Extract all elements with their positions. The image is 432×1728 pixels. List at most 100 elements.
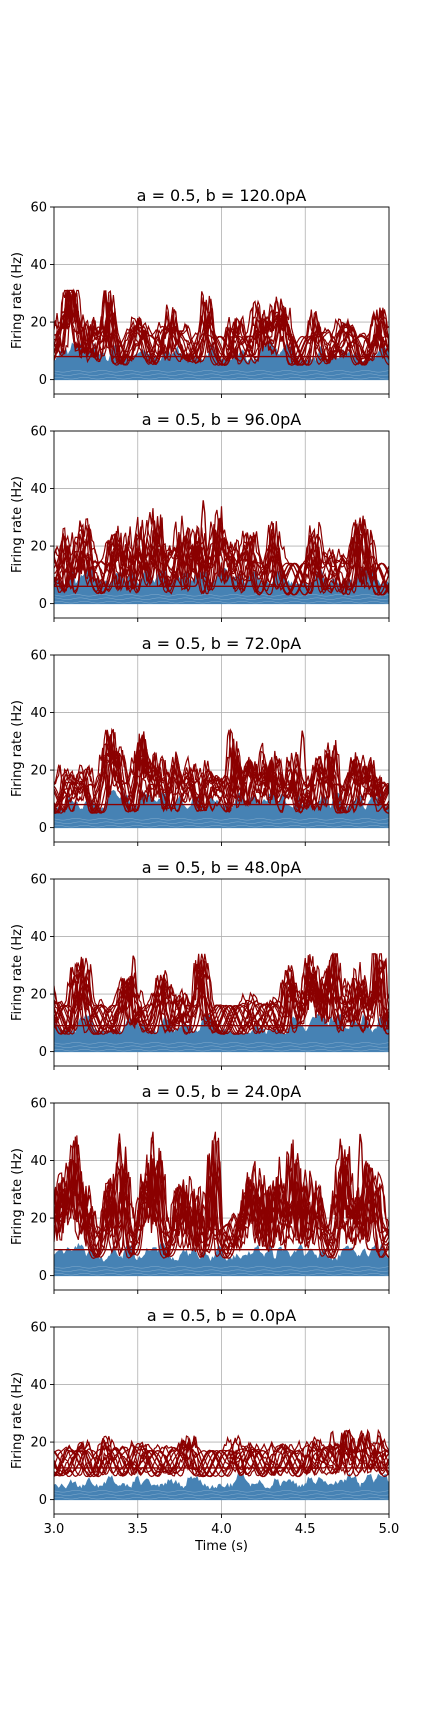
y-axis-label: Firing rate (Hz) — [10, 700, 25, 797]
series-upper-trace — [54, 731, 389, 814]
plot-area — [54, 288, 389, 381]
series-upper-trace — [54, 960, 389, 1035]
y-tick-label: 40 — [30, 482, 47, 497]
y-tick-label: 60 — [30, 1097, 47, 1112]
series-upper-trace — [54, 953, 389, 1035]
series-upper-trace — [54, 1431, 389, 1478]
series-upper-trace — [54, 514, 389, 596]
series-upper-trace — [54, 1430, 389, 1478]
series-upper-trace — [54, 742, 389, 813]
subplot-1: 0 20 40 60 a = 0.5, b = 120.0pA Firing rate (… — [10, 186, 390, 398]
series-lower-trace — [54, 825, 389, 828]
series-upper-trace — [54, 516, 389, 596]
y-axis-label: Firing rate (Hz) — [10, 1148, 25, 1245]
series-lower-trace — [54, 1042, 389, 1045]
series-upper-trace — [54, 1428, 389, 1478]
x-axis-label: Time (s) — [194, 1539, 248, 1554]
subplot-title: a = 0.5, b = 72.0pA — [142, 634, 302, 653]
series-upper-trace — [54, 729, 389, 814]
y-tick-label: 60 — [30, 425, 47, 440]
series-lower-trace — [54, 1269, 389, 1272]
y-tick-label: 20 — [30, 540, 47, 555]
series-upper-peak-trace — [54, 290, 389, 358]
series-upper-trace — [54, 289, 389, 366]
y-axis-label: Firing rate (Hz) — [10, 1372, 25, 1469]
y-axis-label: Firing rate (Hz) — [10, 924, 25, 1021]
plot-area — [54, 500, 389, 605]
y-tick-label: 20 — [30, 988, 47, 1003]
series-upper-trace — [54, 1151, 389, 1259]
subplot-title: a = 0.5, b = 24.0pA — [142, 1082, 302, 1101]
y-tick-label: 0 — [39, 821, 47, 836]
series-upper-trace — [54, 1137, 389, 1259]
series-upper-trace — [54, 296, 389, 366]
y-tick-label: 0 — [39, 1269, 47, 1284]
x-tick-label: 5.0 — [379, 1522, 400, 1537]
series-lower-trace — [54, 1497, 389, 1500]
series-upper-peak-trace — [54, 1430, 389, 1469]
y-tick-label: 20 — [30, 1436, 47, 1451]
series-lower-trace — [54, 1045, 389, 1048]
y-tick-label: 40 — [30, 1378, 47, 1393]
x-tick-label: 3.0 — [44, 1522, 65, 1537]
y-tick-label: 40 — [30, 930, 47, 945]
series-lower-trace — [54, 1493, 389, 1496]
series-lower-envelope — [54, 1472, 389, 1501]
y-tick-label: 20 — [30, 316, 47, 331]
plot-area — [54, 951, 389, 1053]
y-tick-label: 0 — [39, 1493, 47, 1508]
series-lower-trace — [54, 601, 389, 604]
series-lower-trace — [54, 597, 389, 600]
series-lower-trace — [54, 1490, 389, 1493]
y-tick-label: 60 — [30, 1321, 47, 1336]
series-upper-trace — [54, 1433, 389, 1478]
y-tick-label: 0 — [39, 597, 47, 612]
series-lower-trace — [54, 818, 389, 821]
plot-area — [54, 1428, 389, 1501]
series-lower-trace — [54, 373, 389, 376]
y-tick-label: 0 — [39, 1045, 47, 1060]
subplot-title: a = 0.5, b = 48.0pA — [142, 858, 302, 877]
y-axis-label: Firing rate (Hz) — [10, 252, 25, 349]
series-lower-trace — [54, 370, 389, 373]
series-lower-trace — [54, 1049, 389, 1052]
subplot-5: 0 20 40 60 a = 0.5, b = 24.0pA Firing rate (H… — [10, 1082, 390, 1294]
y-tick-label: 60 — [30, 873, 47, 888]
subplot-3: 0 20 40 60 a = 0.5, b = 72.0pA Firing rate (H… — [10, 634, 390, 846]
series-lower-trace — [54, 594, 389, 597]
series-upper-trace — [54, 1144, 389, 1255]
subplot-2: 0 20 40 60 a = 0.5, b = 96.0pA Firing rate (H… — [10, 410, 390, 622]
y-tick-label: 40 — [30, 258, 47, 273]
series-lower-envelope — [54, 1242, 389, 1277]
subplot-title: a = 0.5, b = 96.0pA — [142, 410, 302, 429]
x-tick-label: 4.5 — [295, 1522, 316, 1537]
subplot-title: a = 0.5, b = 120.0pA — [137, 186, 307, 205]
series-lower-trace — [54, 1273, 389, 1276]
y-tick-label: 40 — [30, 1154, 47, 1169]
y-axis-label: Firing rate (Hz) — [10, 476, 25, 573]
y-tick-label: 60 — [30, 649, 47, 664]
subplot-title: a = 0.5, b = 0.0pA — [147, 1306, 296, 1325]
y-tick-label: 0 — [39, 373, 47, 388]
x-tick-label: 3.5 — [127, 1522, 148, 1537]
series-upper-peak-trace — [54, 1133, 389, 1251]
series-lower-trace — [54, 377, 389, 380]
plot-area — [54, 727, 389, 829]
series-upper-trace — [54, 1435, 389, 1477]
y-tick-label: 40 — [30, 706, 47, 721]
series-upper-peak-trace — [54, 500, 389, 588]
plot-area — [54, 1131, 389, 1277]
x-tick-label: 4.0 — [211, 1522, 232, 1537]
series-lower-trace — [54, 1266, 389, 1269]
series-upper-peak-trace — [54, 730, 389, 806]
y-tick-label: 20 — [30, 764, 47, 779]
y-tick-label: 20 — [30, 1212, 47, 1227]
series-lower-trace — [54, 821, 389, 824]
series-upper-trace — [54, 521, 389, 596]
subplot-4: 0 20 40 60 a = 0.5, b = 48.0pA Firing rate (H… — [10, 858, 390, 1070]
subplot-6: 0 20 40 60 3.0 3.5 4.0 4.5 5.0 a = 0.5, b = 0.0pA… — [10, 1306, 399, 1554]
series-upper-trace — [54, 508, 389, 596]
y-tick-label: 60 — [30, 201, 47, 216]
series-upper-peak-trace — [54, 955, 389, 1027]
